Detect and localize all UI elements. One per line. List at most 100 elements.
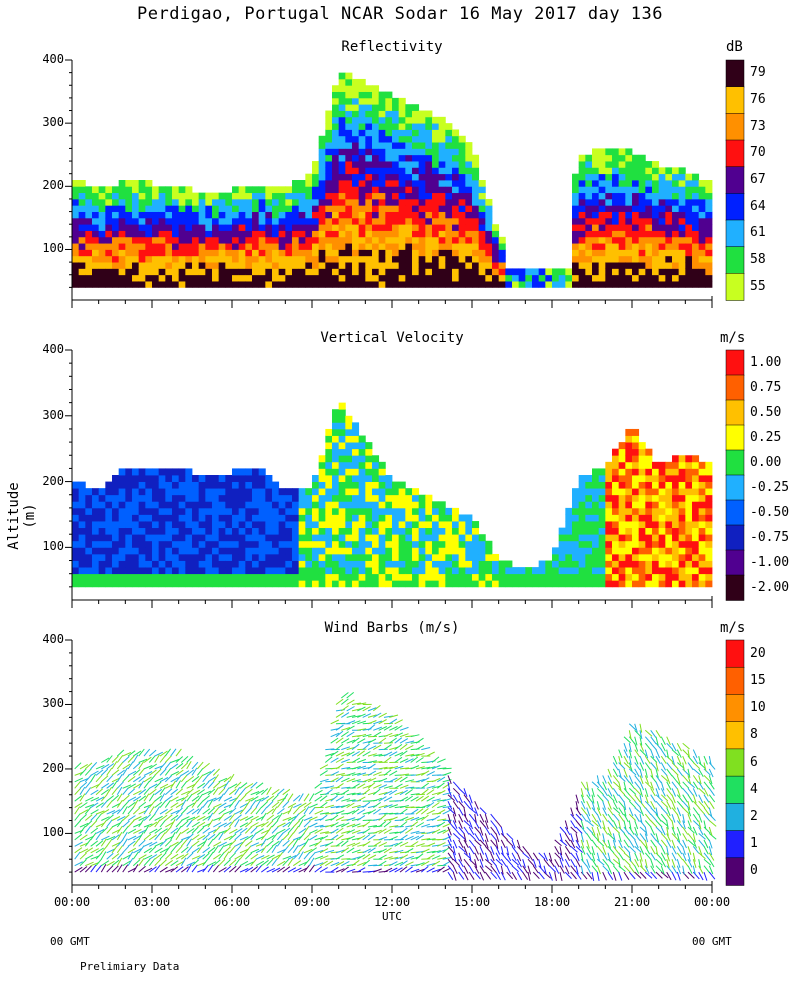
heatmap-cell: [678, 501, 686, 509]
heatmap-cell: [472, 224, 480, 231]
heatmap-cell: [92, 192, 100, 200]
heatmap-cell: [405, 268, 413, 276]
wind-barb: [570, 852, 577, 861]
wind-barb: [452, 807, 457, 817]
wind-barb: [543, 865, 547, 875]
heatmap-cell: [365, 540, 373, 548]
heatmap-cell: [705, 580, 713, 588]
heatmap-cell: [692, 501, 700, 509]
heatmap-cell: [292, 488, 300, 496]
heatmap-cell: [105, 521, 113, 529]
heatmap-cell: [372, 148, 380, 156]
heatmap-cell: [378, 249, 386, 257]
heatmap-cell: [345, 475, 353, 482]
wind-barb: [474, 852, 479, 862]
heatmap-cell: [205, 481, 213, 489]
heatmap-cell: [418, 205, 426, 212]
wind-barb: [191, 789, 201, 796]
wind-barb: [559, 871, 563, 882]
velocity-plot: [65, 349, 713, 608]
heatmap-cell: [472, 274, 480, 282]
wind-barb: [271, 854, 281, 860]
heatmap-cell: [698, 501, 706, 509]
heatmap-cell: [565, 514, 573, 522]
heatmap-cell: [185, 521, 193, 529]
heatmap-cell: [278, 274, 286, 282]
wind-barb: [314, 824, 324, 828]
heatmap-cell: [145, 255, 153, 263]
heatmap-cell: [458, 540, 466, 548]
heatmap-cell: [618, 161, 626, 168]
heatmap-cell: [325, 468, 333, 476]
wind-barb: [447, 833, 452, 842]
wind-barb: [405, 744, 414, 751]
wind-barb: [367, 854, 377, 860]
heatmap-cell: [418, 123, 426, 130]
heatmap-cell: [252, 262, 260, 269]
heatmap-cell: [172, 514, 180, 522]
wind-barb: [373, 726, 382, 731]
wind-barb: [335, 757, 345, 763]
heatmap-cell: [612, 154, 620, 162]
heatmap-cell: [325, 268, 333, 276]
heatmap-cell: [225, 262, 233, 269]
heatmap-cell: [345, 142, 353, 149]
wind-barb: [149, 763, 158, 770]
wind-barb: [175, 845, 183, 854]
heatmap-cell: [425, 211, 433, 219]
heatmap-cell: [185, 547, 193, 555]
wind-barb: [474, 833, 481, 842]
wind-barb: [138, 795, 147, 802]
heatmap-cell: [172, 274, 180, 282]
wind-barb: [373, 841, 382, 847]
heatmap-cell: [345, 461, 353, 469]
heatmap-cell: [145, 540, 153, 548]
heatmap-cell: [285, 540, 293, 548]
heatmap-cell: [465, 540, 473, 548]
heatmap-cell: [632, 540, 640, 548]
heatmap-cell: [472, 167, 480, 175]
heatmap-cell: [318, 217, 326, 225]
wind-barb: [415, 772, 425, 776]
heatmap-cell: [492, 281, 500, 288]
heatmap-cell: [358, 78, 366, 86]
heatmap-cell: [538, 560, 546, 568]
heatmap-cell: [345, 553, 353, 561]
heatmap-cell: [672, 198, 680, 206]
heatmap-cell: [652, 268, 660, 276]
wind-barb: [415, 766, 425, 770]
heatmap-cell: [365, 494, 373, 502]
heatmap-cell: [105, 211, 113, 219]
wind-barb: [325, 785, 335, 789]
heatmap-cell: [445, 192, 453, 200]
heatmap-cell: [612, 192, 620, 200]
heatmap-cell: [378, 461, 386, 469]
heatmap-cell: [645, 243, 653, 250]
heatmap-cell: [132, 217, 140, 225]
heatmap-cell: [405, 224, 413, 231]
heatmap-cell: [125, 540, 133, 548]
wind-barb: [250, 858, 257, 867]
heatmap-cell: [605, 211, 613, 219]
heatmap-cell: [705, 501, 713, 509]
heatmap-cell: [412, 547, 420, 555]
wind-barb: [223, 776, 232, 783]
heatmap-cell: [258, 236, 266, 244]
wind-barb: [463, 852, 472, 860]
heatmap-cell: [632, 186, 640, 194]
heatmap-cell: [572, 262, 580, 269]
heatmap-cell: [472, 281, 480, 288]
heatmap-cell: [445, 129, 453, 137]
heatmap-cell: [365, 180, 373, 187]
heatmap-cell: [592, 468, 600, 476]
heatmap-cell: [152, 540, 160, 548]
heatmap-cell: [338, 243, 346, 250]
heatmap-cell: [338, 211, 346, 219]
heatmap-cell: [372, 494, 380, 502]
heatmap-cell: [318, 148, 326, 156]
wind-barb: [298, 861, 308, 867]
wind-barb: [100, 838, 107, 847]
wind-barb: [207, 812, 214, 821]
heatmap-cell: [452, 274, 460, 282]
heatmap-cell: [165, 255, 173, 263]
